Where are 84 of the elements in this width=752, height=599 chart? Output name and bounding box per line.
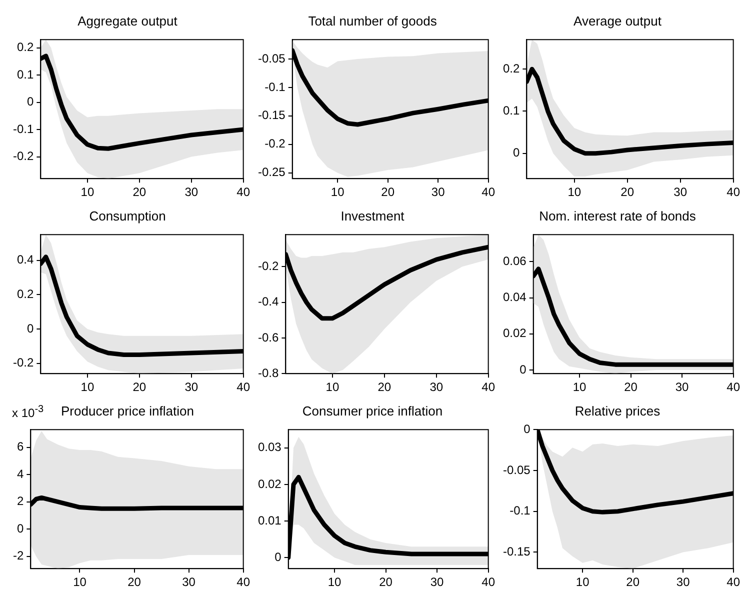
y-tick-label: 0 [512,146,520,160]
x-tick-label: 30 [675,380,690,394]
chart-title: Consumption [89,208,166,224]
y-tick-label: -0.2 [264,136,286,151]
chart-title: Producer price inflation [61,403,194,418]
chart-title: Consumer price inflation [302,403,443,418]
x-tick-label: 20 [624,380,638,394]
x-tick-label: 40 [236,185,250,200]
y-tick-label: 0.02 [502,326,527,340]
y-tick-label: 0.2 [16,286,34,301]
y-tick-label: -0.2 [12,149,34,164]
y-tick-label: 0.04 [502,290,527,304]
y-tick-label: -0.2 [258,258,279,273]
x-tick-label: 40 [726,185,740,200]
y-tick-label: 0 [274,550,282,564]
y-tick-label: 0.4 [16,252,34,267]
x-tick-label: 10 [328,575,342,590]
y-tick-label: 0 [524,422,531,436]
y-tick-label: -0.8 [258,366,279,380]
x-tick-label: 10 [568,185,582,200]
x-tick-label: 40 [236,380,250,394]
x-tick-label: 40 [726,380,740,394]
y-tick-label: -2 [13,548,24,563]
x-tick-label: 20 [626,575,640,590]
y-tick-label: 0.01 [258,513,282,528]
x-tick-label: 20 [379,575,393,590]
x-tick-label: 40 [236,575,250,590]
y-tick-label: 0.02 [258,476,282,491]
y-tick-label: 0.2 [16,40,34,54]
y-tick-label: -0.1 [510,504,531,518]
y-tick-label: 0.06 [502,254,527,268]
y-tick-label: 2 [16,494,24,508]
y-tick-label: -0.05 [258,51,286,66]
x-tick-label: 30 [184,380,198,394]
x-tick-label: 30 [676,575,690,590]
y-tick-label: -0.25 [258,165,286,180]
x-tick-label: 10 [80,185,94,200]
y-tick-label: 0 [520,362,527,376]
x-tick-label: 10 [326,380,340,394]
y-tick-label: 0.2 [502,61,520,76]
y-tick-label: 0 [26,94,34,109]
x-tick-label: 30 [674,185,688,200]
x-tick-label: 10 [73,575,87,590]
x-tick-label: 30 [431,185,446,200]
x-tick-label: 10 [572,380,586,394]
x-tick-label: 30 [430,575,444,590]
x-tick-label: 10 [330,185,345,200]
text: x 10$^{-3}$ [12,404,44,420]
x-tick-label: 20 [128,575,142,590]
chart-title: Relative prices [574,403,661,418]
x-tick-label: 10 [80,380,94,394]
y-tick-label: 0.1 [16,67,34,82]
y-tick-label: -0.05 [502,462,531,477]
x-tick-label: 30 [430,380,444,394]
x-tick-label: 20 [378,380,392,394]
y-tick-label: 4 [16,466,24,481]
y-tick-label: 0 [26,321,34,336]
y-tick-label: 0.03 [258,440,282,454]
x-tick-label: 40 [482,575,496,590]
x-tick-label: 20 [132,380,146,394]
y-tick-label: -0.15 [502,544,531,559]
chart-title: Nom. interest rate of bonds [539,208,696,224]
x-tick-label: 40 [726,575,740,590]
x-tick-label: 40 [482,185,496,200]
y-tick-label: 6 [16,440,24,454]
x-tick-label: 20 [620,185,634,200]
y-tick-label: -0.15 [258,108,286,122]
x-tick-label: 40 [482,380,496,394]
x-tick-label: 20 [132,185,146,200]
x-tick-label: 20 [381,185,395,200]
y-tick-label: 0.1 [502,104,520,118]
x-tick-label: 30 [182,575,196,590]
y-tick-label: -0.2 [12,356,34,370]
y-tick-label: -0.1 [264,80,286,94]
y-tick-label: 0 [16,521,24,536]
y-tick-label: -0.6 [258,330,279,344]
x-tick-label: 10 [576,575,590,590]
x-tick-label: 30 [184,185,198,200]
chart-title: Aggregate output [78,13,178,28]
y-tick-label: -0.4 [258,294,279,309]
y-tick-label: -0.1 [12,122,34,136]
chart-title: Total number of goods [308,13,438,28]
chart-title: Average output [574,13,662,28]
chart-title: Investment [340,208,405,224]
